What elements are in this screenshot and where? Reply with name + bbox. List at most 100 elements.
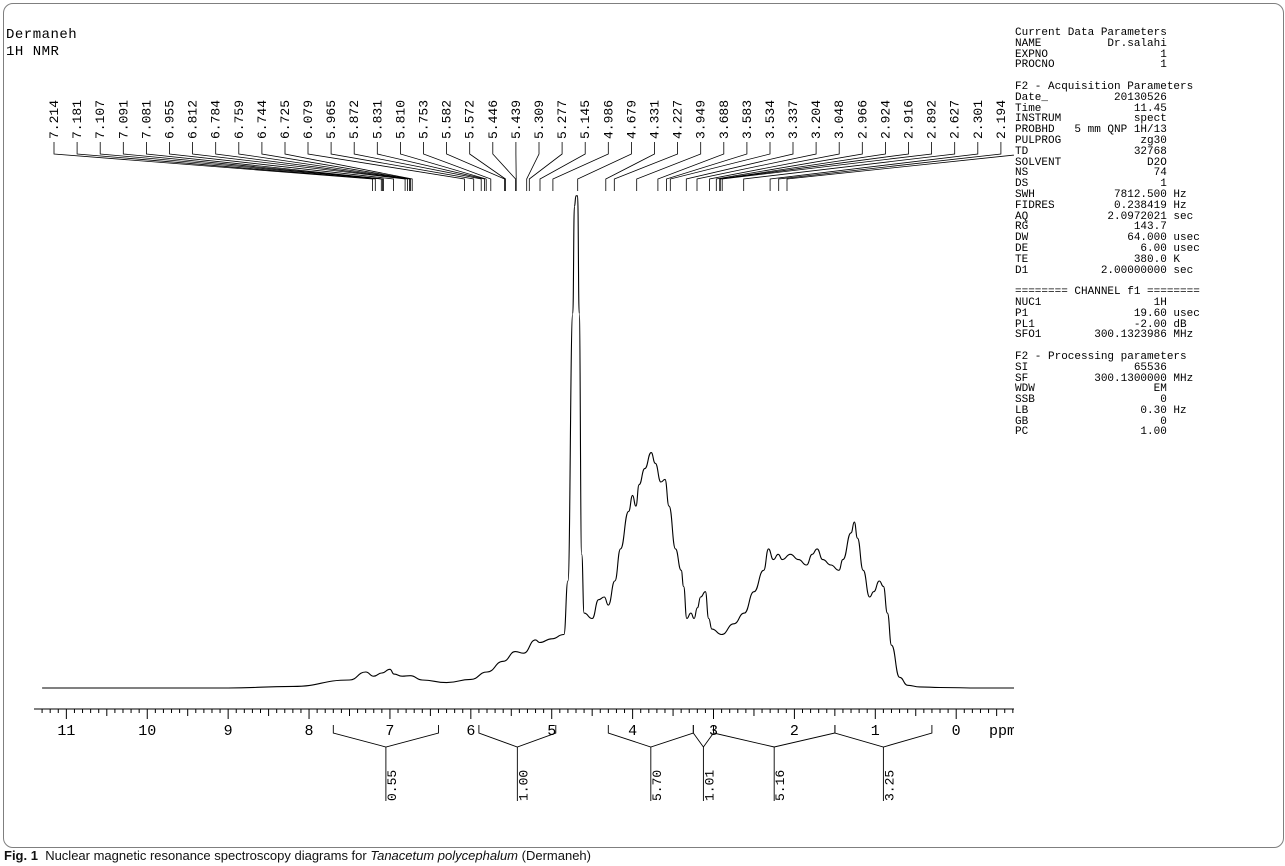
peak-leader bbox=[469, 142, 506, 191]
parameter-line: F2 - Processing parameters bbox=[1015, 350, 1187, 363]
peak-label: 5.309 bbox=[532, 100, 547, 139]
parameter-line: TD 32768 bbox=[1015, 145, 1167, 158]
peak-label: 2.301 bbox=[971, 100, 986, 139]
x-tick-label: 5 bbox=[547, 723, 556, 740]
peak-leader bbox=[709, 142, 840, 191]
peak-label: 3.688 bbox=[717, 100, 732, 139]
parameter-line: NS 74 bbox=[1015, 167, 1167, 180]
peak-leader bbox=[261, 142, 412, 191]
peak-label: 7.107 bbox=[93, 100, 108, 139]
parameter-line: DE 6.00 usec bbox=[1015, 242, 1200, 255]
peak-label: 3.337 bbox=[786, 100, 801, 139]
parameter-line: F2 - Acquisition Parameters bbox=[1015, 80, 1194, 93]
peak-leader bbox=[715, 142, 863, 191]
peak-leader bbox=[215, 142, 408, 191]
peak-leader bbox=[778, 142, 1002, 191]
x-axis-unit: ppm bbox=[989, 723, 1014, 740]
parameter-line: SFO1 300.1323986 MHz bbox=[1015, 329, 1194, 342]
parameter-line: PROCNO 1 bbox=[1015, 59, 1167, 72]
experiment-label: 1H NMR bbox=[6, 44, 60, 60]
peak-leader bbox=[399, 142, 487, 191]
parameter-line: RG 143.7 bbox=[1015, 221, 1167, 234]
x-tick-label: 10 bbox=[138, 723, 156, 740]
peak-leader bbox=[307, 142, 465, 191]
peak-leader bbox=[423, 142, 492, 191]
peak-label: 7.091 bbox=[116, 100, 131, 139]
peak-leader bbox=[719, 142, 886, 191]
parameter-line: FIDRES 0.238419 Hz bbox=[1015, 199, 1187, 212]
peak-label: 6.079 bbox=[301, 100, 316, 139]
parameter-line: PL1 -2.00 dB bbox=[1015, 318, 1187, 331]
spectrum-trace bbox=[42, 195, 1014, 689]
parameter-line: DW 64.000 usec bbox=[1015, 232, 1200, 245]
parameter-line: SSB 0 bbox=[1015, 394, 1167, 407]
x-tick-label: 7 bbox=[385, 723, 394, 740]
acquisition-parameters: Current Data Parameters NAME Dr.salahi EXP… bbox=[1015, 28, 1200, 438]
x-tick-label: 2 bbox=[790, 723, 799, 740]
integral-value: 5.70 bbox=[650, 770, 665, 801]
peak-leader bbox=[99, 142, 382, 191]
peak-leader bbox=[528, 142, 563, 191]
parameter-line: SWH 7812.500 Hz bbox=[1015, 188, 1187, 201]
peak-leader bbox=[446, 142, 506, 191]
peak-leader bbox=[786, 154, 1014, 191]
integral-bracket bbox=[834, 725, 933, 748]
peak-leader bbox=[552, 142, 609, 191]
peak-leader bbox=[284, 142, 413, 191]
peak-leader bbox=[376, 142, 485, 191]
peak-label: 6.725 bbox=[278, 100, 293, 139]
integral-value: 3.25 bbox=[882, 770, 897, 801]
peak-leader bbox=[145, 142, 384, 191]
integral-bracket bbox=[713, 725, 836, 748]
peak-label: 7.214 bbox=[47, 100, 62, 139]
peak-label: 2.892 bbox=[925, 100, 940, 139]
parameter-line: LB 0.30 Hz bbox=[1015, 404, 1187, 417]
peak-leader bbox=[76, 142, 376, 191]
peak-label: 5.753 bbox=[417, 100, 432, 139]
peak-label: 5.810 bbox=[393, 100, 408, 139]
peak-label: 6.784 bbox=[209, 100, 224, 139]
peak-leader bbox=[330, 142, 475, 191]
peak-leader bbox=[238, 142, 410, 191]
parameter-line: AQ 2.0972021 sec bbox=[1015, 210, 1194, 223]
peak-leader bbox=[492, 142, 517, 191]
peak-leader bbox=[721, 142, 932, 191]
integral-value: 5.16 bbox=[773, 770, 788, 801]
peak-leader bbox=[657, 142, 725, 191]
peak-label: 5.145 bbox=[578, 100, 593, 139]
peak-label: 5.277 bbox=[555, 100, 570, 139]
peak-leader bbox=[526, 142, 540, 191]
integral-value: 0.55 bbox=[385, 770, 400, 801]
peak-leader bbox=[122, 142, 384, 191]
peak-label: 3.204 bbox=[809, 100, 824, 139]
parameter-line: GB 0 bbox=[1015, 415, 1167, 428]
x-tick-label: 6 bbox=[466, 723, 475, 740]
peak-leader bbox=[613, 142, 678, 191]
parameter-line: NAME Dr.salahi bbox=[1015, 37, 1167, 50]
x-tick-label: 0 bbox=[952, 723, 961, 740]
parameter-line: NUC1 1H bbox=[1015, 296, 1167, 309]
caption-label: Fig. 1 bbox=[4, 848, 38, 863]
parameter-line: D1 2.00000000 sec bbox=[1015, 264, 1194, 277]
peak-leader bbox=[169, 142, 395, 191]
parameter-line: PROBHD 5 mm QNP 1H/13 bbox=[1015, 124, 1167, 137]
peak-leader bbox=[53, 142, 374, 191]
peak-label: 4.331 bbox=[648, 100, 663, 139]
caption-text: Nuclear magnetic resonance spectroscopy … bbox=[45, 848, 371, 863]
parameter-line: Time 11.45 bbox=[1015, 102, 1167, 115]
peak-label: 3.534 bbox=[763, 100, 778, 139]
parameter-line: P1 19.60 usec bbox=[1015, 307, 1200, 320]
peak-label: 5.582 bbox=[440, 100, 455, 139]
sample-name: Dermaneh bbox=[6, 27, 78, 43]
peak-label: 3.048 bbox=[832, 100, 847, 139]
peak-label: 2.916 bbox=[902, 100, 917, 139]
integral-bracket bbox=[478, 725, 557, 748]
peak-label: 5.831 bbox=[370, 100, 385, 139]
figure-frame: Dermaneh 1H NMR 11 10 9 8 7 6 5 4 3 2 1 0 ppm 7.214 7.… bbox=[3, 3, 1284, 848]
peak-label: 2.194 bbox=[994, 100, 1009, 139]
peak-label: 2.627 bbox=[948, 100, 963, 139]
x-tick-label: 4 bbox=[628, 723, 637, 740]
caption-tail: (Dermaneh) bbox=[518, 848, 591, 863]
peak-leader bbox=[577, 142, 632, 191]
